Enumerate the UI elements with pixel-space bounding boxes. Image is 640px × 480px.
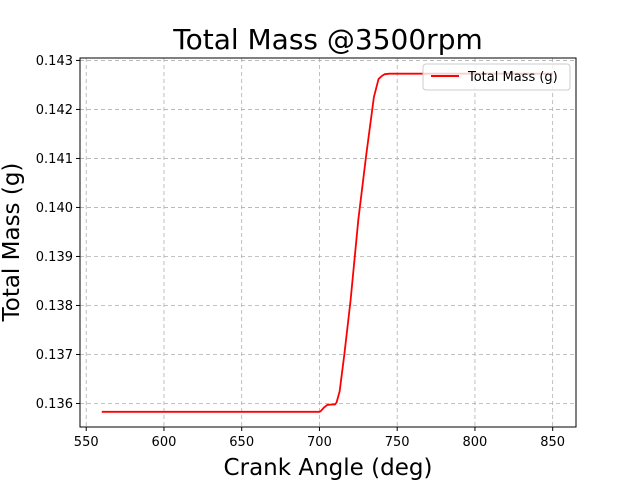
x-tick-label: 700 — [307, 435, 332, 450]
legend-label: Total Mass (g) — [467, 70, 558, 85]
series-line-0 — [101, 72, 553, 413]
chart-title: Total Mass @3500rpm — [172, 23, 483, 56]
y-tick-label: 0.140 — [36, 201, 73, 216]
legend: Total Mass (g) — [422, 63, 571, 91]
y-tick-label: 0.137 — [36, 348, 73, 363]
x-tick-label: 750 — [385, 435, 410, 450]
y-axis-label: Total Mass (g) — [0, 163, 25, 323]
y-tick-label: 0.141 — [36, 152, 73, 167]
y-tick-label: 0.138 — [36, 299, 73, 314]
y-tick-label: 0.142 — [36, 103, 73, 118]
x-tick-label: 600 — [152, 435, 177, 450]
series-layer — [101, 72, 553, 413]
x-tick-label: 650 — [229, 435, 254, 450]
legend-box — [422, 63, 571, 91]
y-tick-label: 0.136 — [36, 397, 73, 412]
grid — [80, 58, 576, 427]
plot-frame — [79, 57, 577, 428]
y-tick-label: 0.143 — [36, 54, 73, 69]
y-axis: 0.136 0.137 0.138 0.139 0.140 0.141 0.142 0.143 — [36, 54, 80, 412]
x-axis-label: Crank Angle (deg) — [224, 455, 433, 480]
x-tick-label: 850 — [540, 435, 565, 450]
y-tick-label: 0.139 — [36, 250, 73, 265]
x-tick-label: 550 — [74, 435, 99, 450]
x-tick-label: 800 — [463, 435, 488, 450]
x-axis: 550 600 650 700 750 800 850 — [74, 427, 565, 450]
